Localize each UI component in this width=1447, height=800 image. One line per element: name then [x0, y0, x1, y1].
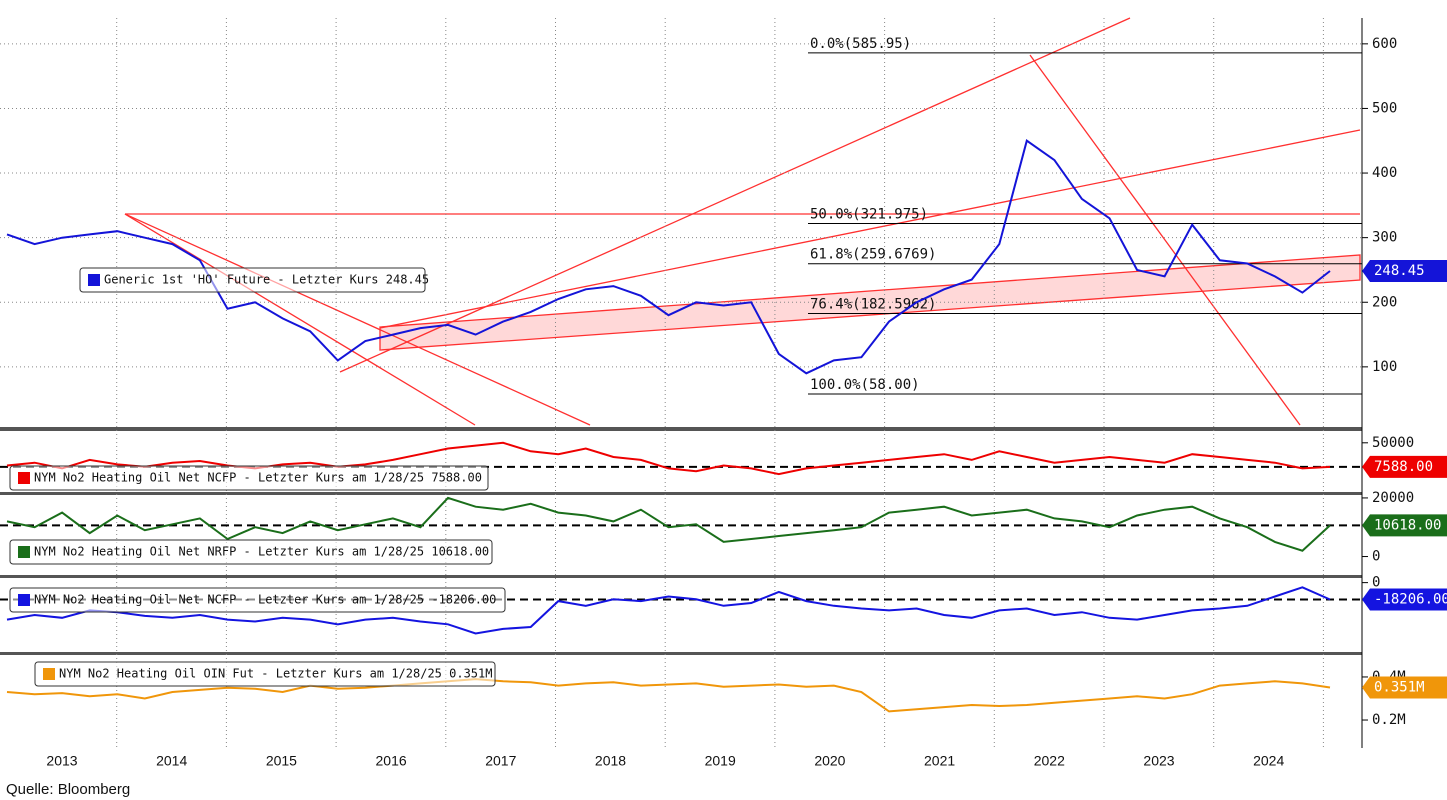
value-tag-label: -18206.00: [1374, 591, 1447, 607]
legend: Generic 1st 'HO' Future - Letzter Kurs 2…: [79, 267, 429, 293]
legend-label: NYM No2 Heating Oil Net NRFP - Letzter K…: [34, 545, 489, 559]
value-tag-label: 10618.00: [1374, 517, 1441, 533]
fib-label: 76.4%(182.5962): [810, 296, 936, 312]
x-tick-label: 2023: [1143, 753, 1174, 769]
value-tag: 7588.00: [1362, 455, 1447, 478]
x-tick-label: 2019: [705, 753, 736, 769]
x-tick-label: 2018: [595, 753, 626, 769]
legend-swatch: [43, 668, 55, 680]
y-tick-label: 300: [1372, 230, 1397, 246]
x-tick-label: 2021: [924, 753, 955, 769]
source: Quelle: Bloomberg: [6, 781, 130, 798]
series-line: [6, 678, 1331, 713]
value-tag-box: [1362, 676, 1447, 699]
fib-label: 0.0%(585.95): [810, 36, 911, 52]
y-tick-label: 0: [1372, 575, 1380, 591]
fib-label: 100.0%(58.00): [810, 377, 920, 393]
legend-swatch: [18, 472, 30, 484]
x-tick-label: 2014: [156, 753, 187, 769]
panel-separators: [0, 427, 1362, 655]
value-tag: 10618.00: [1362, 514, 1447, 537]
value-tag-box: [1362, 455, 1447, 478]
legend-label: NYM No2 Heating Oil OIN Fut - Letzter Ku…: [59, 667, 492, 681]
fib-label: 50.0%(321.975): [810, 206, 928, 222]
value-tag: -18206.00: [1362, 588, 1447, 611]
x-tick-label: 2020: [814, 753, 845, 769]
x-tick-label: 2016: [376, 753, 407, 769]
series-line: [6, 139, 1331, 375]
legend-label: NYM No2 Heating Oil Net NCFP - Letzter K…: [34, 593, 496, 607]
legend-label: NYM No2 Heating Oil Net NCFP - Letzter K…: [34, 471, 482, 485]
x-tick-label: 2022: [1034, 753, 1065, 769]
legend: NYM No2 Heating Oil Net NRFP - Letzter K…: [9, 539, 493, 565]
value-tag-label: 0.351M: [1374, 680, 1425, 696]
value-tag-box: [1362, 259, 1447, 282]
legend-box: [9, 587, 506, 613]
value-tag-label: 7588.00: [1374, 459, 1433, 475]
legend: NYM No2 Heating Oil OIN Fut - Letzter Ku…: [34, 661, 496, 687]
value-tag-box: [1362, 514, 1447, 537]
legend: NYM No2 Heating Oil Net NCFP - Letzter K…: [9, 587, 506, 613]
y-tick-label: 0.2M: [1372, 712, 1406, 728]
trendlines: [124, 17, 1361, 426]
value-tag-label: 248.45: [1374, 263, 1425, 279]
y-tick-label: 600: [1372, 36, 1397, 52]
y-tick-label: 50000: [1372, 435, 1414, 451]
y-tick-label: 500: [1372, 100, 1397, 116]
value-tag: 248.45: [1362, 259, 1447, 282]
y-tick-label: 20000: [1372, 490, 1414, 506]
legend-box: [79, 267, 426, 293]
series-line: [6, 496, 1331, 552]
x-tick-label: 2013: [46, 753, 77, 769]
x-tick-label: 2017: [485, 753, 516, 769]
value-tag-box: [1362, 588, 1447, 611]
legend: NYM No2 Heating Oil Net NCFP - Letzter K…: [9, 465, 489, 491]
legend-swatch: [18, 546, 30, 558]
x-tick-label: 2015: [266, 753, 297, 769]
legend-swatch: [18, 594, 30, 606]
legend-box: [9, 465, 489, 491]
legend-box: [34, 661, 496, 687]
legend-label: Generic 1st 'HO' Future - Letzter Kurs 2…: [104, 273, 429, 287]
y-tick-label: 400: [1372, 165, 1397, 181]
y-tick-label: 100: [1372, 359, 1397, 375]
series-line: [6, 586, 1331, 635]
x-tick-label: 2024: [1253, 753, 1284, 769]
y-tick-label: 200: [1372, 294, 1397, 310]
value-tag: 0.351M: [1362, 676, 1447, 699]
legend-box: [9, 539, 493, 565]
legend-swatch: [88, 274, 100, 286]
y-tick-label: 0: [1372, 549, 1380, 565]
fib-label: 61.8%(259.6769): [810, 247, 936, 263]
